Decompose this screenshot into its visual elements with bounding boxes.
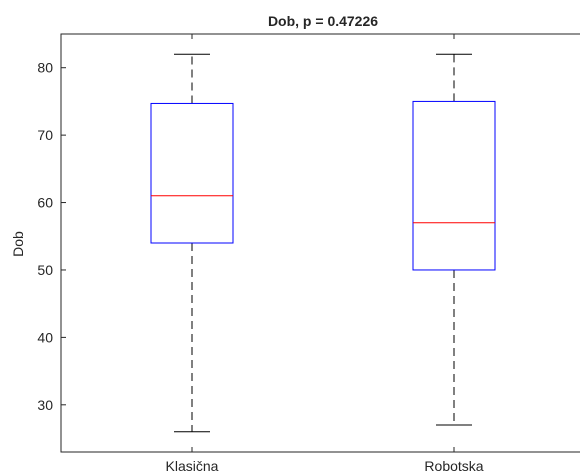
chart-title: Dob, p = 0.47226 <box>268 13 378 29</box>
y-axis-label: Dob <box>10 231 26 257</box>
x-tick-label: Robotska <box>424 458 483 474</box>
y-tick-label: 80 <box>37 60 53 76</box>
y-tick-label: 40 <box>37 329 53 345</box>
box-iqr <box>150 102 234 244</box>
box-iqr <box>412 100 496 271</box>
plot-marks: 30 40 50 60 70 80 Klasična Robotska <box>37 34 496 474</box>
y-tick-label: 30 <box>37 397 53 413</box>
y-tick-label: 60 <box>37 195 53 211</box>
y-tick-label: 50 <box>37 262 53 278</box>
x-tick-label: Klasična <box>166 458 219 474</box>
y-tick-label: 70 <box>37 127 53 143</box>
plot-area-frame <box>60 33 580 453</box>
